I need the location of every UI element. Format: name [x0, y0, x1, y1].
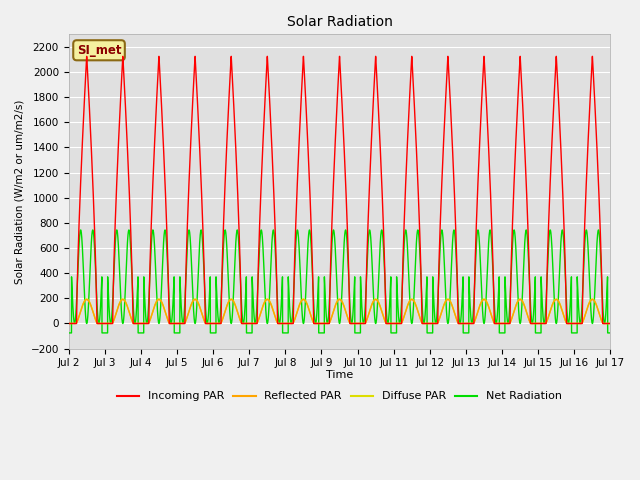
X-axis label: Time: Time: [326, 370, 353, 380]
Text: SI_met: SI_met: [77, 44, 121, 57]
Legend: Incoming PAR, Reflected PAR, Diffuse PAR, Net Radiation: Incoming PAR, Reflected PAR, Diffuse PAR…: [113, 387, 566, 406]
Title: Solar Radiation: Solar Radiation: [287, 15, 392, 29]
Y-axis label: Solar Radiation (W/m2 or um/m2/s): Solar Radiation (W/m2 or um/m2/s): [15, 99, 25, 284]
